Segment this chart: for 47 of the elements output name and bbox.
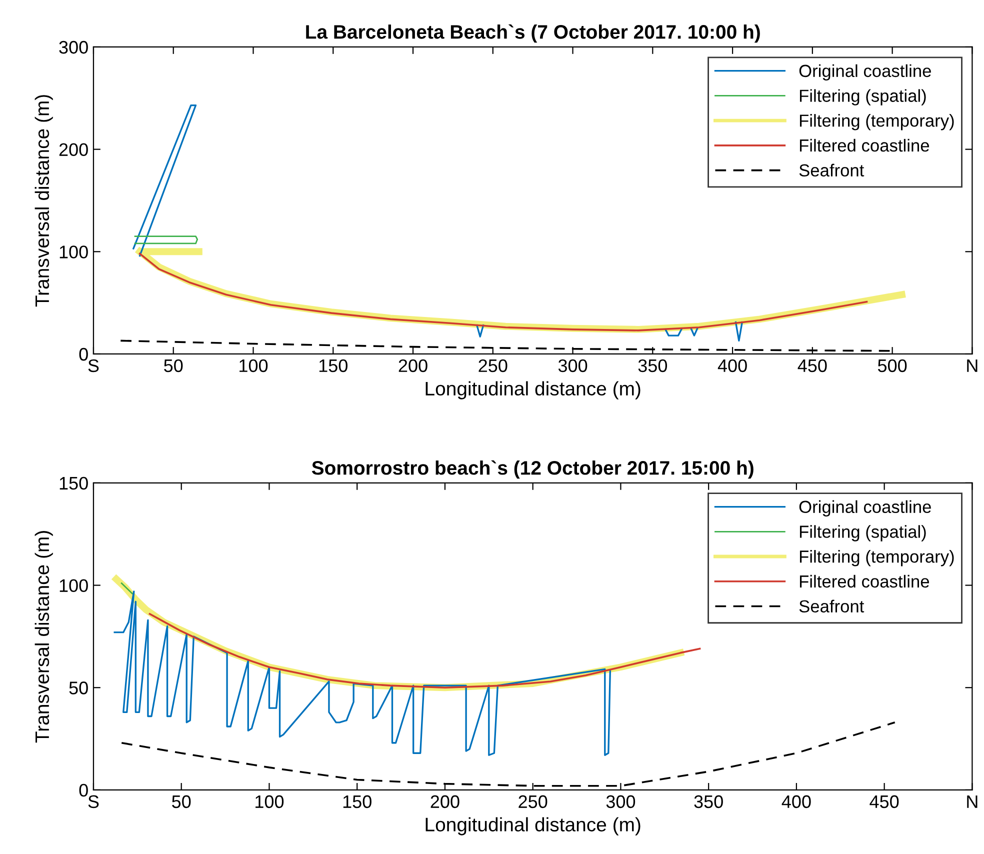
x-tick-label: 150	[343, 795, 372, 808]
legend-label: Filtered coastline	[800, 138, 930, 152]
y-axis-title: Transversal distance (m)	[34, 531, 53, 743]
x-tick-label: 100	[256, 795, 284, 808]
chart-title: Somorrostro beach`s (12 October 2017. 15:00 h)	[312, 460, 754, 479]
legend-label: Seafront	[799, 164, 864, 177]
x-tick-label: 500	[878, 359, 907, 372]
legend-label: Original coastline	[799, 500, 931, 516]
x-tick-label: 200	[398, 359, 428, 372]
y-tick-label: 0	[79, 784, 88, 797]
x-tick-label: 450	[798, 359, 827, 372]
x-tick-label: 400	[718, 359, 747, 372]
y-tick-label: 100	[60, 579, 88, 592]
x-tick-label: N	[967, 360, 978, 372]
chart-title: La Barceloneta Beach`s (7 October 2017. 10:00 h)	[306, 24, 760, 43]
x-tick-label: 300	[558, 359, 588, 372]
x-tick-label: 350	[694, 795, 723, 808]
y-tick-label: 50	[69, 682, 88, 694]
x-tick-label: 150	[319, 359, 348, 372]
x-tick-label: 350	[638, 359, 668, 372]
y-tick-label: 300	[59, 40, 88, 54]
x-tick-label: N	[967, 795, 978, 808]
x-tick-label: 400	[782, 795, 811, 808]
y-tick-label: 0	[79, 348, 88, 361]
legend-label: Filtering (spatial)	[800, 525, 926, 542]
legend-label: Original coastline	[799, 64, 931, 81]
legend-label: Filtering (spatial)	[800, 89, 926, 106]
legend-label: Filtering (temporary)	[800, 114, 954, 130]
y-tick-label: 200	[59, 143, 88, 156]
x-tick-label: 200	[430, 795, 460, 808]
x-tick-label: 50	[172, 795, 191, 808]
legend-label: Filtered coastline	[800, 574, 930, 588]
x-tick-label: 250	[518, 795, 548, 808]
y-axis-title: Transversal distance (m)	[34, 95, 53, 307]
x-tick-label: 250	[478, 359, 508, 372]
x-tick-label: 300	[606, 795, 636, 808]
y-tick-label: 100	[60, 246, 88, 258]
legend-label: Seafront	[799, 600, 864, 613]
y-tick-label: 150	[60, 476, 88, 490]
x-tick-label: S	[88, 359, 99, 372]
x-axis-title: Longitudinal distance (m)	[426, 817, 640, 836]
x-tick-label: 450	[870, 795, 899, 808]
legend-label: Filtering (temporary)	[800, 550, 954, 566]
x-tick-label: 100	[240, 359, 268, 372]
x-tick-label: 50	[164, 359, 183, 372]
x-axis-title: Longitudinal distance (m)	[426, 381, 640, 400]
x-tick-label: S	[88, 795, 99, 808]
